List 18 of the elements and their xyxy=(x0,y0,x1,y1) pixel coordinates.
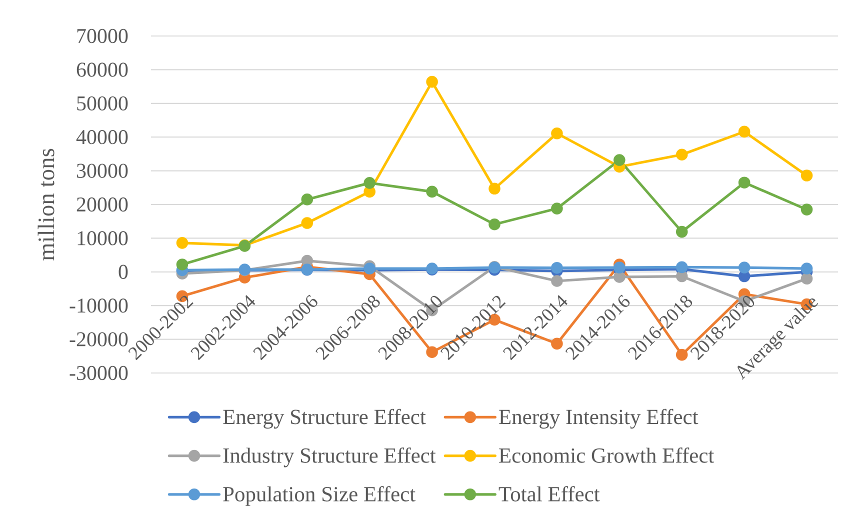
y-tick-label: -20000 xyxy=(70,332,128,346)
legend-label: Industry Structure Effect xyxy=(223,447,436,468)
y-tick-label: -30000 xyxy=(70,366,128,380)
y-tick-label: 0 xyxy=(118,264,128,279)
y-tick-label: 70000 xyxy=(77,28,128,44)
y-tick-label: 10000 xyxy=(78,231,128,246)
y-tick-label: 60000 xyxy=(76,62,128,77)
legend-label: Economic Growth Effect xyxy=(499,447,714,463)
y-tick-label: 50000 xyxy=(77,96,128,110)
y-tick-label: 40000 xyxy=(76,130,128,144)
legend-label: Total Effect xyxy=(498,486,600,502)
y-tick-label: 20000 xyxy=(76,197,128,212)
legend-label: Population Size Effect xyxy=(223,486,416,506)
legend-label: Energy Intensity Effect xyxy=(499,408,698,429)
y-axis-title: million tons xyxy=(38,148,54,260)
legend-label: Energy Structure Effect xyxy=(223,408,426,429)
y-tick-label: 30000 xyxy=(76,164,128,178)
y-tick-label: -10000 xyxy=(70,298,128,313)
